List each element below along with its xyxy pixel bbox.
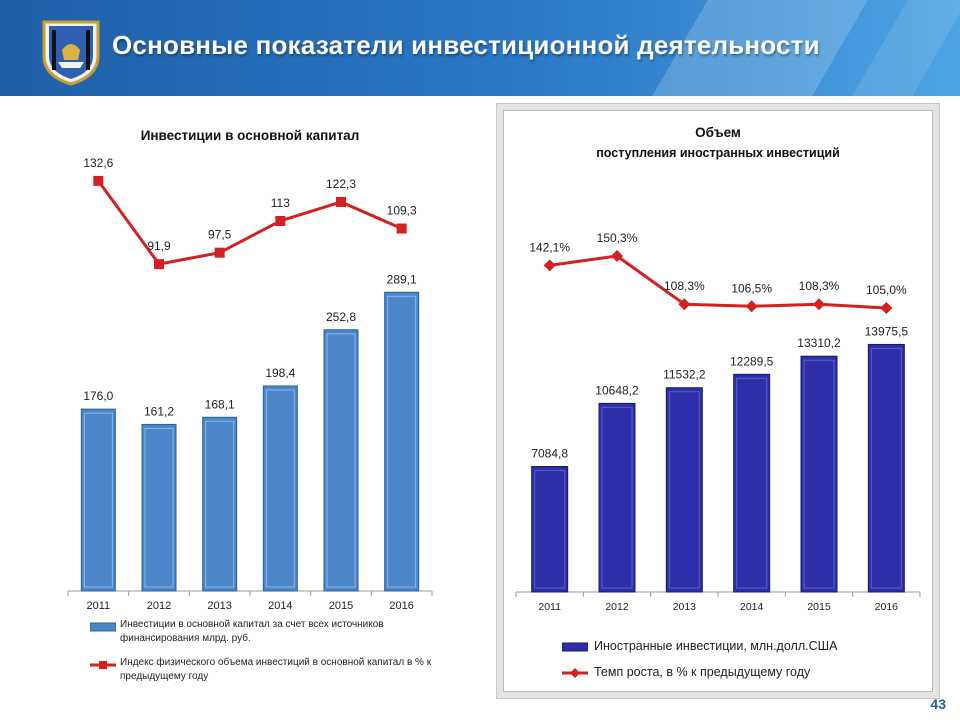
bar [665,387,703,593]
line-marker [543,259,556,272]
bar [202,416,238,592]
bar-data-label: 12289,5 [730,354,774,368]
line-data-label: 109,3 [387,204,417,218]
bar [733,373,771,593]
bar-bevel [736,377,768,589]
legend-label: Индекс физического объема инвестиций в о… [120,657,432,682]
x-tick-label: 2015 [329,600,353,612]
line-series [97,180,403,266]
line-data-label: 132,6 [83,156,113,170]
header-decoration [852,0,960,96]
x-tick-label: 2013 [673,601,697,613]
legend-label: Темп роста, в % к предыдущему году [594,665,811,679]
bar-bevel [326,333,356,588]
x-tick-label: 2016 [875,601,899,613]
legend-line-swatch [562,668,588,678]
bar-data-label: 198,4 [265,366,295,380]
bar-bevel [803,359,835,589]
line-data-label: 108,3% [799,279,840,293]
bar [800,355,838,593]
line-marker [678,298,691,311]
chart-panel-foreign-investments: Объем поступления иностранных инвестиций… [503,110,933,692]
x-tick-label: 2013 [207,600,231,612]
x-tick-label: 2015 [807,601,831,613]
bar [531,465,569,593]
line-data-label: 91,9 [147,239,171,253]
line-data-label: 108,3% [664,279,705,293]
chart-title: Инвестиции в основной капитал [140,128,360,143]
legend-label: Инвестиции в основной капитал за счет вс… [120,619,384,644]
legend-bar-swatch [90,622,116,632]
header-bar: Основные показатели инвестиционной деяте… [0,0,960,96]
bar [80,408,116,592]
chart-panel-investments: Инвестиции в основной капитал 176,0 2011 1… [60,118,440,698]
bar-data-label: 7084,8 [531,446,568,460]
bar [867,343,905,593]
legend-item-line: Индекс физического объема инвестиций в о… [90,656,440,683]
x-tick-label: 2016 [389,600,413,612]
bar-data-label: 13310,2 [797,336,841,350]
line-marker [336,196,346,207]
line-data-label: 113 [271,196,290,210]
chart-subtitle: поступления иностранных инвестиций [596,146,840,160]
page-number: 43 [930,696,946,712]
line-marker [880,302,893,314]
foreign-investments-chart: 7084,8 2011 10648,2 2012 11532,2 2013 12289,5 2… [515,231,921,613]
bar-bevel [387,295,417,588]
bar-bevel [205,420,235,588]
legend-line-swatch [90,661,116,669]
bar-data-label: 10648,2 [595,383,639,397]
line-marker [611,250,623,262]
legend-bar-swatch [562,642,588,652]
line-marker [275,215,286,226]
line-data-label: 122,3 [326,177,356,191]
legend-item-bar: Инвестиции в основной капитал за счет вс… [90,618,440,645]
chart-title: Объем [695,125,741,140]
bar-data-label: 161,2 [144,404,174,418]
bar-data-label: 11532,2 [663,368,706,382]
line-marker [396,223,407,234]
bar [141,423,177,592]
bar-data-label: 289,1 [387,272,417,286]
bar-bevel [265,389,295,588]
x-tick-label: 2011 [87,600,111,612]
bar-data-label: 176,0 [83,389,113,403]
bar [384,291,420,592]
line-marker [745,300,758,313]
bar-data-label: 13975,5 [865,324,909,338]
bar-bevel [870,347,902,589]
investments-chart: 176,0 2011 161,2 2012 168,1 2013 198,4 2014 252,… [67,156,433,612]
line-marker [214,247,225,258]
x-tick-label: 2012 [605,601,629,613]
line-marker [93,175,104,186]
bar-bevel [601,406,633,589]
bar [323,329,359,592]
page-title: Основные показатели инвестиционной деяте… [112,30,820,60]
line-series [549,254,887,310]
bar-bevel [83,412,113,588]
legend-item-line: Темп роста, в % к предыдущему году [562,665,810,679]
bar-bevel [144,427,174,588]
x-tick-label: 2014 [740,601,764,613]
line-data-label: 150,3% [597,231,638,245]
line-marker [813,298,825,311]
line-data-label: 142,1% [529,240,570,254]
bar-bevel [668,391,700,589]
line-data-label: 105,0% [866,283,907,297]
bar [262,385,298,592]
line-data-label: 106,5% [731,281,772,295]
line-data-label: 97,5 [208,228,232,242]
bar-data-label: 252,8 [326,310,356,324]
legend-label: Иностранные инвестиции, млн.долл.США [594,639,838,653]
bar [598,402,636,593]
x-tick-label: 2011 [538,601,561,613]
bar-bevel [534,469,566,589]
x-tick-label: 2012 [147,600,171,612]
line-marker [154,259,164,270]
legend-item-bar: Иностранные инвестиции, млн.долл.США [562,639,837,653]
x-tick-label: 2014 [268,600,292,612]
bar-data-label: 168,1 [205,397,235,411]
coat-of-arms-icon [42,20,100,86]
